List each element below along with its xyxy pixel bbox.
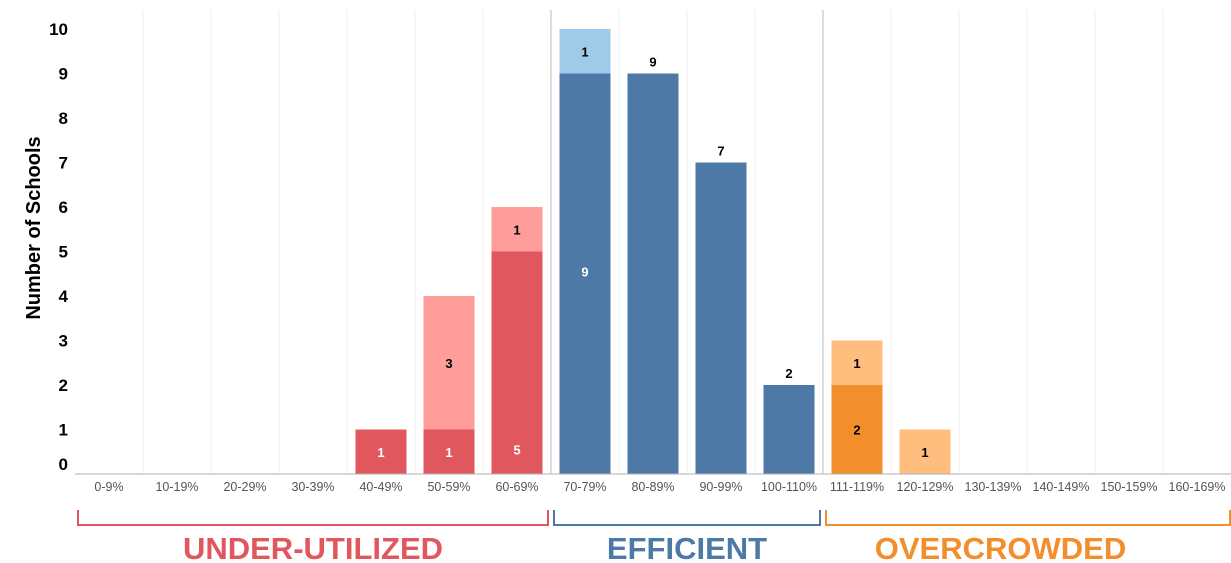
y-tick-label: 8 [59, 109, 68, 128]
bar-segment [491, 207, 543, 252]
bar-segment [899, 429, 951, 474]
y-tick-label: 10 [49, 20, 68, 39]
y-tick-label: 0 [59, 455, 68, 474]
bar-value-label: 9 [581, 265, 588, 280]
x-tick-label: 140-149% [1033, 480, 1090, 494]
bars [355, 29, 951, 474]
bar-segment [559, 29, 611, 74]
bar-segment [355, 429, 407, 474]
bar-value-label: 2 [785, 366, 792, 381]
x-tick-label: 0-9% [94, 480, 123, 494]
bar-value-label: 1 [377, 445, 384, 460]
x-tick-label: 90-99% [699, 480, 742, 494]
region-label: UNDER-UTILIZED [183, 531, 443, 563]
y-tick-label: 6 [59, 198, 68, 217]
bar-segment [695, 162, 747, 474]
region-bracket [77, 510, 549, 526]
x-tick-label: 111-119% [830, 480, 884, 494]
bar-value-label: 5 [513, 443, 520, 458]
y-tick-label: 5 [59, 243, 68, 262]
bar-labels: 1 3 1 1 5 1 9 9 7 2 1 2 1 [377, 44, 928, 460]
bar-value-label: 1 [581, 44, 588, 59]
bar-segment [831, 340, 883, 385]
bar-value-label: 3 [445, 356, 452, 371]
y-tick-labels: 0 1 2 3 4 5 6 7 8 9 10 [49, 20, 68, 474]
bar-value-label: 1 [513, 222, 520, 237]
y-tick-label: 1 [59, 421, 68, 440]
y-tick-label: 3 [59, 332, 68, 351]
bar-value-label: 9 [649, 55, 656, 70]
x-tick-label: 100-110% [761, 480, 817, 494]
bar-segment [763, 385, 815, 474]
x-tick-label: 120-129% [897, 480, 954, 494]
bar-segment [423, 296, 475, 430]
y-tick-label: 9 [59, 65, 68, 84]
x-tick-label: 70-79% [563, 480, 606, 494]
bar-segment [627, 73, 679, 474]
gridlines [142, 10, 1164, 474]
y-axis-label: Number of Schools [23, 136, 45, 319]
bar-segment [423, 429, 475, 474]
bar-value-label: 1 [445, 445, 452, 460]
x-tick-label: 160-169% [1169, 480, 1226, 494]
region-bracket [553, 510, 821, 526]
y-tick-label: 2 [59, 376, 68, 395]
x-tick-label: 80-89% [631, 480, 674, 494]
x-tick-label: 60-69% [495, 480, 538, 494]
x-tick-label: 130-139% [965, 480, 1022, 494]
bar-segment [559, 73, 611, 474]
x-tick-label: 10-19% [155, 480, 198, 494]
x-tick-labels: 0-9% 10-19% 20-29% 30-39% 40-49% 50-59% 60-69%… [94, 480, 1225, 494]
x-tick-label: 150-159% [1101, 480, 1158, 494]
region-bracket [825, 510, 1231, 526]
x-tick-label: 30-39% [291, 480, 334, 494]
region-label: OVERCROWDED [875, 531, 1126, 563]
y-tick-label: 4 [59, 287, 69, 306]
bar-value-label: 1 [853, 356, 860, 371]
region-label: EFFICIENT [607, 531, 767, 563]
bar-segment [831, 385, 883, 474]
bar-segment [491, 251, 543, 474]
y-tick-label: 7 [59, 154, 68, 173]
bar-value-label: 7 [717, 144, 724, 159]
bar-value-label: 1 [921, 445, 928, 460]
bar-value-label: 2 [853, 423, 860, 438]
x-tick-label: 20-29% [223, 480, 266, 494]
region-brackets: UNDER-UTILIZED EFFICIENT OVERCROWDED [77, 510, 1231, 563]
x-tick-label: 50-59% [427, 480, 470, 494]
x-tick-label: 40-49% [359, 480, 402, 494]
